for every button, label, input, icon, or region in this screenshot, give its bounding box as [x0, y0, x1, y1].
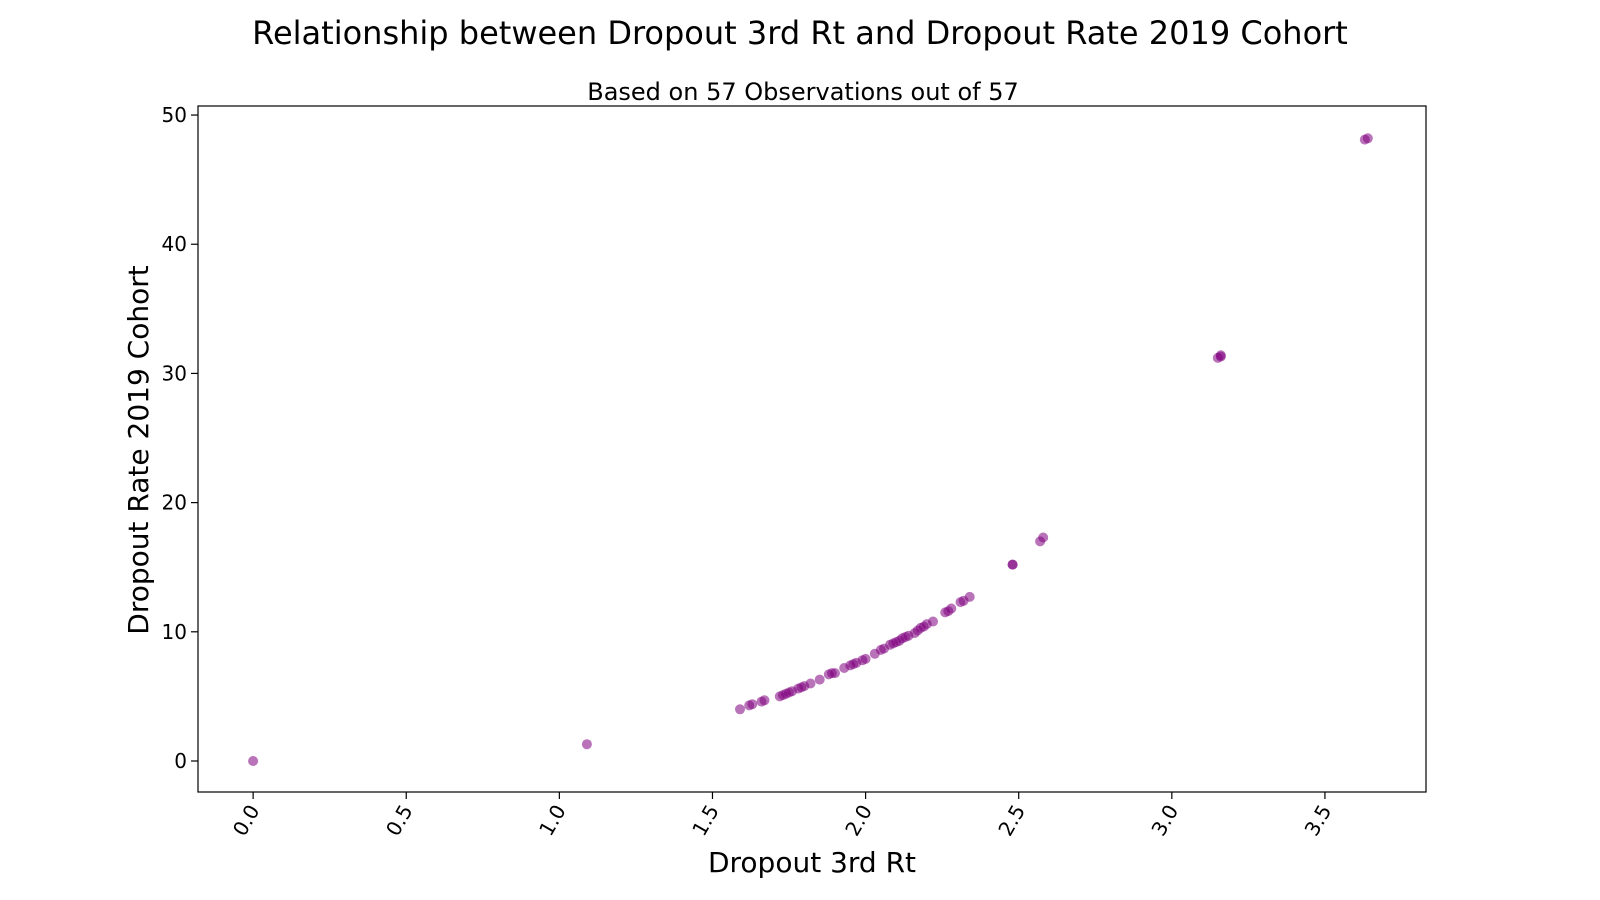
y-tick-label: 30: [162, 361, 187, 385]
x-tick-label: 2.5: [993, 801, 1030, 841]
data-point: [735, 704, 745, 715]
data-point: [1038, 532, 1049, 543]
y-axis-ticks: 0 10 20 30 40 50: [162, 103, 198, 773]
data-point: [784, 687, 794, 698]
data-point: [946, 603, 957, 614]
y-tick-label: 50: [162, 103, 187, 127]
data-point: [747, 699, 758, 710]
x-tick-label: 2.0: [840, 801, 877, 841]
data-point: [1007, 559, 1018, 570]
data-point: [891, 637, 902, 648]
x-tick-label: 0.0: [228, 801, 265, 841]
data-point: [759, 695, 770, 706]
data-point: [830, 668, 840, 679]
x-axis-ticks: 0.0 0.5 1.0 1.5 2.0 2.5 3.0 3.5: [228, 792, 1337, 841]
x-axis-label: Dropout 3rd Rt: [708, 846, 916, 879]
data-point: [1362, 133, 1373, 144]
x-tick-label: 1.5: [687, 801, 724, 841]
y-axis-label: Dropout Rate 2019 Cohort: [122, 265, 155, 634]
chart-subtitle: Based on 57 Observations out of 57: [587, 78, 1019, 106]
x-tick-label: 1.0: [534, 801, 571, 841]
data-point: [799, 681, 810, 692]
data-point: [581, 739, 592, 750]
x-tick-label: 3.0: [1146, 801, 1183, 841]
data-point: [860, 653, 871, 664]
data-point: [928, 616, 938, 627]
y-tick-label: 40: [162, 232, 187, 256]
data-point: [814, 674, 825, 685]
x-tick-label: 0.5: [381, 801, 418, 841]
data-point: [964, 591, 975, 602]
plot-area-frame: [197, 105, 1427, 793]
y-tick-label: 20: [162, 491, 187, 515]
data-point: [1215, 350, 1226, 361]
chart-title: Relationship between Dropout 3rd Rt and …: [252, 14, 1348, 52]
x-tick-label: 3.5: [1300, 801, 1337, 841]
y-tick-label: 0: [174, 749, 187, 773]
y-tick-label: 10: [162, 620, 187, 644]
data-point: [248, 756, 259, 766]
points-layer: [248, 133, 1373, 766]
